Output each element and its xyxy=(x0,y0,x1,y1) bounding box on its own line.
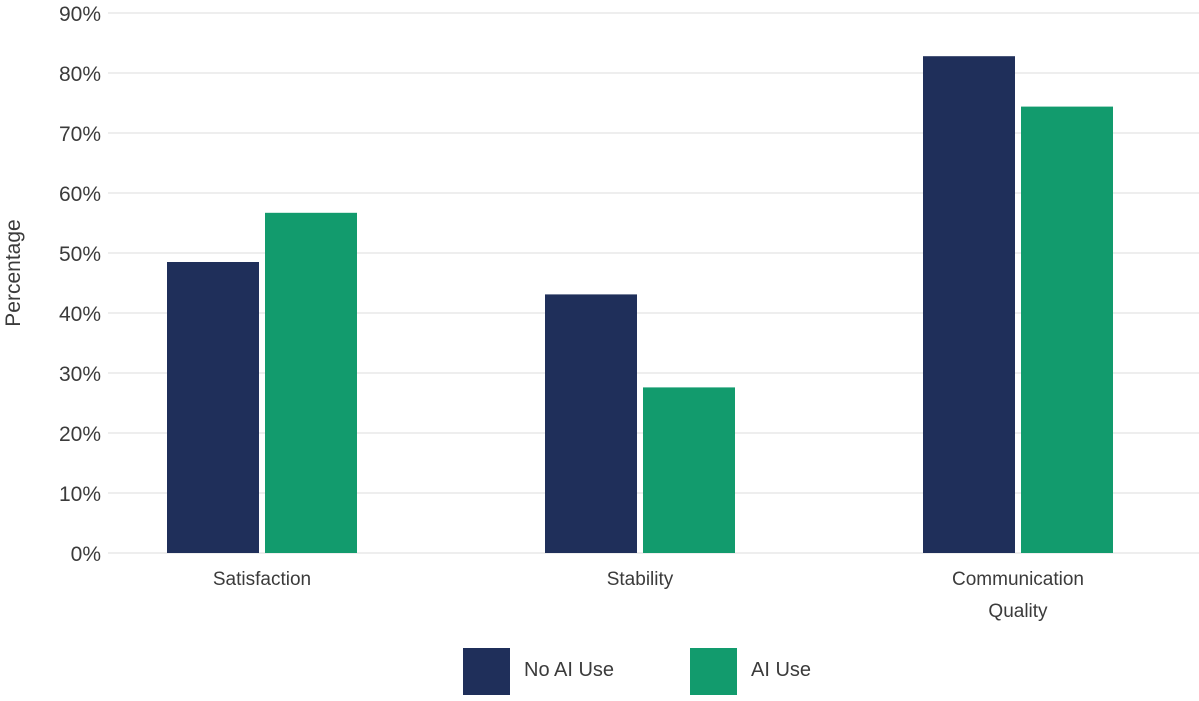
x-tick-label: Satisfaction xyxy=(213,569,311,590)
x-tick-label-line: Communication xyxy=(952,569,1084,590)
y-tick-label: 90% xyxy=(59,3,101,26)
y-tick-label: 70% xyxy=(59,123,101,146)
x-axis-ticks: Satisfaction Stability Communication Qualit… xyxy=(213,569,1084,622)
y-tick-label: 80% xyxy=(59,63,101,86)
x-tick-label: Communication Quality xyxy=(952,569,1084,622)
bar-ai-use xyxy=(1021,106,1113,553)
bars xyxy=(167,56,1113,554)
bar-no-ai-use xyxy=(167,262,259,553)
legend-swatch-ai-use xyxy=(690,648,737,695)
legend-label-ai-use: AI Use xyxy=(751,659,811,681)
bar-ai-use xyxy=(643,387,735,553)
y-tick-label: 50% xyxy=(59,243,101,266)
x-tick-label-line: Quality xyxy=(988,601,1048,622)
bar-no-ai-use xyxy=(923,56,1015,553)
bar-no-ai-use xyxy=(545,294,637,553)
y-tick-label: 10% xyxy=(59,483,101,506)
legend-label-no-ai-use: No AI Use xyxy=(524,659,614,681)
y-tick-label: 0% xyxy=(71,543,101,566)
x-tick-label: Stability xyxy=(607,569,674,590)
y-tick-label: 20% xyxy=(59,423,101,446)
y-axis-label: Percentage xyxy=(2,219,25,326)
y-axis-ticks: 0% 10% 20% 30% 40% 50% 60% 70% 80% 90% xyxy=(59,3,101,566)
y-tick-label: 60% xyxy=(59,183,101,206)
bar-ai-use xyxy=(265,212,357,554)
legend: No AI Use AI Use xyxy=(463,648,811,695)
legend-swatch-no-ai-use xyxy=(463,648,510,695)
y-tick-label: 30% xyxy=(59,363,101,386)
x-tick-label-line: Satisfaction xyxy=(213,569,311,590)
y-tick-label: 40% xyxy=(59,303,101,326)
x-tick-label-line: Stability xyxy=(607,569,674,590)
